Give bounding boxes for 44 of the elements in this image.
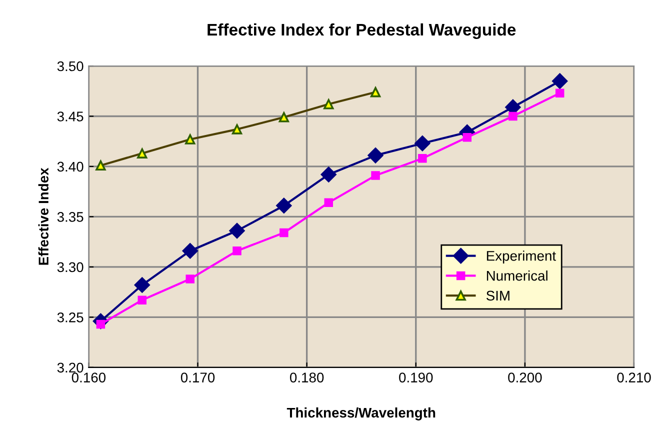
x-tick-label: 0.190 <box>399 372 433 382</box>
y-tick-label: 3.45 <box>57 112 84 122</box>
y-tick-label: 3.20 <box>57 362 84 373</box>
point <box>138 296 147 304</box>
point <box>278 112 289 122</box>
point <box>324 99 334 110</box>
point <box>370 87 381 98</box>
y-axis-title: Effective Index <box>38 168 49 265</box>
point <box>232 246 242 256</box>
point <box>280 228 288 238</box>
x-tick-label: 0.170 <box>180 372 215 382</box>
point <box>552 73 568 89</box>
x-tick-label: 0.180 <box>290 372 324 382</box>
point <box>182 243 198 259</box>
point <box>185 134 196 144</box>
x-tick-label: 0.210 <box>617 372 651 382</box>
y-tick-label: 3.35 <box>57 212 84 222</box>
point <box>232 124 242 134</box>
point <box>96 160 106 171</box>
point <box>371 171 380 180</box>
point <box>276 198 292 214</box>
chart-title: Effective Index for Pedestal Waveguide <box>208 23 516 39</box>
point <box>229 222 245 239</box>
y-tick-label: 3.30 <box>57 262 84 272</box>
point <box>414 136 430 152</box>
point <box>320 166 336 182</box>
point <box>186 274 194 284</box>
point <box>418 154 427 163</box>
point <box>555 88 564 98</box>
x-tick-label: 0.160 <box>72 372 106 382</box>
y-tick-label: 3.40 <box>57 162 84 172</box>
point <box>462 132 472 142</box>
legend-label: Experiment <box>486 250 556 264</box>
point <box>368 148 384 164</box>
y-tick-label: 3.50 <box>57 61 84 72</box>
point <box>324 198 334 208</box>
legend-label: SIM <box>486 290 510 301</box>
point <box>508 112 518 121</box>
y-tick-label: 3.25 <box>57 312 84 322</box>
point <box>137 148 148 158</box>
x-tick-label: 0.200 <box>508 372 542 382</box>
legend-label: Numerical <box>486 270 548 281</box>
x-axis-title: Thickness/Wavelength <box>286 407 436 420</box>
point <box>134 277 150 293</box>
